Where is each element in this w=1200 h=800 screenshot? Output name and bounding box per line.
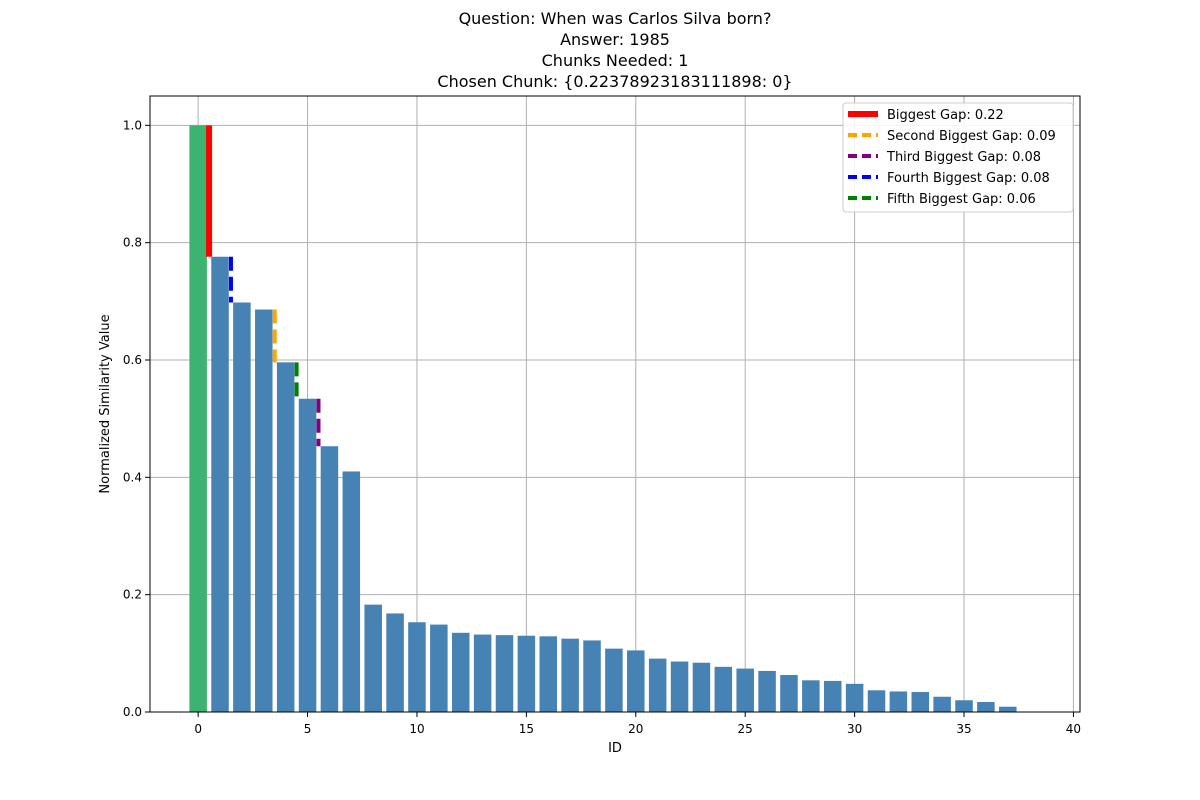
- x-tick-label: 20: [628, 722, 643, 736]
- bar-1: [211, 256, 229, 712]
- bar-30: [845, 683, 864, 712]
- bar-25: [736, 668, 754, 712]
- bar-29: [823, 680, 842, 712]
- bar-18: [583, 640, 601, 712]
- y-tick-label: 0.6: [123, 353, 142, 367]
- bar-13: [473, 634, 492, 712]
- legend: Biggest Gap: 0.22 Second Biggest Gap: 0.0…: [842, 102, 1074, 213]
- bar-23: [692, 662, 711, 712]
- legend-label: Biggest Gap: 0.22: [887, 108, 1004, 123]
- bar-3: [255, 309, 273, 712]
- bar-17: [561, 638, 579, 712]
- legend-label: Second Biggest Gap: 0.09: [887, 129, 1056, 144]
- bar-26: [758, 670, 776, 712]
- bar-37: [999, 706, 1017, 712]
- x-tick-label: 5: [304, 722, 312, 736]
- legend-box: [842, 102, 1074, 213]
- bar-16: [539, 636, 558, 712]
- y-axis-label: Normalized Similarity Value: [98, 314, 113, 493]
- bar-21: [648, 658, 667, 712]
- bar-28: [802, 680, 820, 712]
- bar-0: [189, 125, 207, 713]
- bar-2: [233, 302, 251, 712]
- bar-24: [714, 666, 733, 712]
- x-tick-label: 10: [409, 722, 424, 736]
- chart-title: Question: When was Carlos Silva born? Ans…: [437, 9, 792, 91]
- bar-31: [867, 690, 886, 712]
- bar-7: [342, 471, 361, 712]
- bar-19: [605, 648, 623, 712]
- bar-10: [408, 622, 426, 712]
- x-tick-label: 30: [847, 722, 862, 736]
- y-tick-label: 0.8: [123, 236, 142, 250]
- bar-6: [320, 446, 339, 712]
- x-tick-label: 0: [194, 722, 202, 736]
- x-tick-label: 25: [738, 722, 753, 736]
- bar-27: [780, 675, 798, 712]
- x-axis-label: ID: [608, 741, 622, 756]
- bar-36: [977, 702, 995, 712]
- bar-4: [276, 362, 295, 712]
- bar-15: [517, 635, 536, 712]
- legend-label: Third Biggest Gap: 0.08: [886, 150, 1041, 165]
- x-tick-label: 15: [519, 722, 534, 736]
- bars: [189, 125, 1017, 713]
- bar-8: [364, 604, 382, 712]
- y-tick-label: 1.0: [123, 118, 142, 132]
- bar-35: [955, 700, 973, 712]
- bar-12: [451, 632, 470, 712]
- y-tick-label: 0.2: [123, 588, 142, 602]
- title-line: Chunks Needed: 1: [542, 51, 689, 70]
- title-line: Question: When was Carlos Silva born?: [459, 9, 772, 28]
- title-line: Answer: 1985: [560, 30, 670, 49]
- bar-33: [911, 692, 930, 712]
- y-tick-label: 0.4: [123, 470, 142, 484]
- y-tick-label: 0.0: [123, 705, 142, 719]
- bar-22: [670, 661, 689, 712]
- x-axis-ticks: 0 5 10 15 20 25 30 35 40: [194, 712, 1081, 736]
- x-tick-label: 35: [956, 722, 971, 736]
- bar-5: [298, 398, 317, 712]
- plot-frame: [149, 95, 1081, 713]
- bar-14: [495, 635, 514, 712]
- legend-label: Fifth Biggest Gap: 0.06: [887, 192, 1036, 207]
- bar-32: [889, 691, 908, 712]
- bar-20: [627, 650, 645, 712]
- bar-11: [430, 624, 448, 712]
- legend-label: Fourth Biggest Gap: 0.08: [887, 171, 1050, 186]
- gap-markers: [206, 125, 321, 447]
- x-tick-label: 40: [1066, 722, 1081, 736]
- bar-9: [386, 613, 404, 712]
- y-axis-ticks: 0.0 0.2 0.4 0.6 0.8 1.0: [123, 118, 150, 719]
- bar-34: [933, 696, 951, 712]
- title-line: Chosen Chunk: {0.22378923183111898: 0}: [437, 72, 792, 91]
